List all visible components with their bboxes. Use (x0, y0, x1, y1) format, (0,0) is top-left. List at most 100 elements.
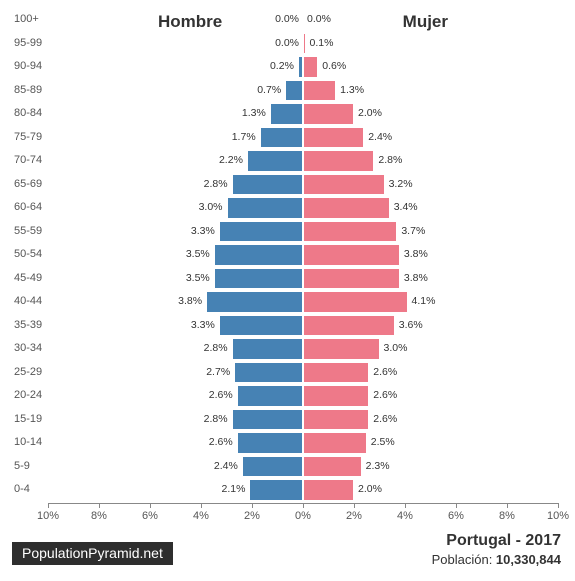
male-value-label: 2.8% (204, 342, 228, 354)
age-label: 25-29 (14, 366, 50, 378)
x-tick (201, 503, 202, 508)
female-bar (303, 315, 395, 337)
age-label: 45-49 (14, 272, 50, 284)
female-bar (303, 479, 354, 501)
female-bar (303, 80, 336, 102)
x-tick (507, 503, 508, 508)
female-value-label: 2.0% (358, 483, 382, 495)
female-bar (303, 127, 364, 149)
x-tick-label: 10% (547, 510, 569, 522)
male-bar (234, 362, 303, 384)
female-bar (303, 221, 397, 243)
population-line: Población: 10,330,844 (432, 552, 561, 567)
male-value-label: 2.8% (204, 178, 228, 190)
male-bar (270, 103, 303, 125)
female-value-label: 0.1% (310, 37, 334, 49)
male-value-label: 2.2% (219, 154, 243, 166)
male-value-label: 2.1% (222, 483, 246, 495)
female-bar (303, 244, 400, 266)
female-value-label: 2.6% (373, 366, 397, 378)
age-label: 65-69 (14, 178, 50, 190)
male-value-label: 1.7% (232, 131, 256, 143)
male-bar (214, 268, 303, 290)
age-label: 70-74 (14, 154, 50, 166)
x-tick-label: 8% (91, 510, 107, 522)
male-value-label: 2.8% (204, 413, 228, 425)
x-tick-label: 4% (397, 510, 413, 522)
female-bar (303, 385, 369, 407)
female-bar (303, 338, 380, 360)
age-label: 80-84 (14, 107, 50, 119)
male-value-label: 2.4% (214, 460, 238, 472)
footer-info: Portugal - 2017 Población: 10,330,844 (432, 532, 561, 567)
female-value-label: 2.6% (373, 389, 397, 401)
female-value-label: 2.6% (373, 413, 397, 425)
male-bar (219, 315, 303, 337)
x-tick (405, 503, 406, 508)
female-value-label: 3.8% (404, 272, 428, 284)
age-label: 100+ (14, 13, 50, 25)
female-bar (303, 174, 385, 196)
age-label: 60-64 (14, 201, 50, 213)
x-tick-label: 2% (244, 510, 260, 522)
male-bar (237, 432, 303, 454)
female-bar (303, 150, 374, 172)
male-value-label: 3.8% (178, 295, 202, 307)
female-bar (303, 103, 354, 125)
age-label: 0-4 (14, 483, 50, 495)
age-label: 30-34 (14, 342, 50, 354)
age-label: 15-19 (14, 413, 50, 425)
country-year: Portugal - 2017 (432, 532, 561, 550)
center-axis-line (302, 8, 304, 503)
x-tick (558, 503, 559, 508)
female-bar (303, 456, 362, 478)
female-value-label: 3.8% (404, 248, 428, 260)
x-tick-label: 10% (37, 510, 59, 522)
male-value-label: 2.7% (206, 366, 230, 378)
male-bar (247, 150, 303, 172)
age-label: 5-9 (14, 460, 50, 472)
x-tick (99, 503, 100, 508)
female-value-label: 2.3% (366, 460, 390, 472)
female-bar (303, 268, 400, 290)
male-value-label: 0.0% (275, 13, 299, 25)
age-label: 90-94 (14, 60, 50, 72)
age-label: 50-54 (14, 248, 50, 260)
x-tick (48, 503, 49, 508)
female-value-label: 2.0% (358, 107, 382, 119)
male-value-label: 3.3% (191, 319, 215, 331)
x-tick (354, 503, 355, 508)
age-label: 85-89 (14, 84, 50, 96)
male-bar (237, 385, 303, 407)
female-value-label: 3.7% (401, 225, 425, 237)
male-value-label: 0.2% (270, 60, 294, 72)
female-bar (303, 291, 408, 313)
x-tick (303, 503, 304, 508)
male-bar (214, 244, 303, 266)
male-value-label: 0.0% (275, 37, 299, 49)
age-label: 35-39 (14, 319, 50, 331)
male-bar (232, 409, 303, 431)
female-value-label: 3.2% (389, 178, 413, 190)
male-value-label: 2.6% (209, 389, 233, 401)
male-value-label: 3.0% (199, 201, 223, 213)
female-bar (303, 362, 369, 384)
chart-area: Hombre Mujer 0.0%0.0%0.0%0.1%0.2%0.6%0.7… (48, 8, 558, 518)
female-bar (303, 197, 390, 219)
male-bar (206, 291, 303, 313)
x-axis: 10%8%6%4%2%0%2%4%6%8%10% (48, 503, 558, 523)
figure: Hombre Mujer 0.0%0.0%0.0%0.1%0.2%0.6%0.7… (0, 0, 575, 581)
male-value-label: 0.7% (257, 84, 281, 96)
female-bar (303, 432, 367, 454)
x-tick-label: 2% (346, 510, 362, 522)
male-bar (242, 456, 303, 478)
age-label: 75-79 (14, 131, 50, 143)
female-bar (303, 56, 318, 78)
male-bar (219, 221, 303, 243)
female-value-label: 3.4% (394, 201, 418, 213)
population-value: 10,330,844 (496, 552, 561, 567)
male-value-label: 3.3% (191, 225, 215, 237)
male-value-label: 2.6% (209, 436, 233, 448)
female-value-label: 1.3% (340, 84, 364, 96)
male-bar (249, 479, 303, 501)
